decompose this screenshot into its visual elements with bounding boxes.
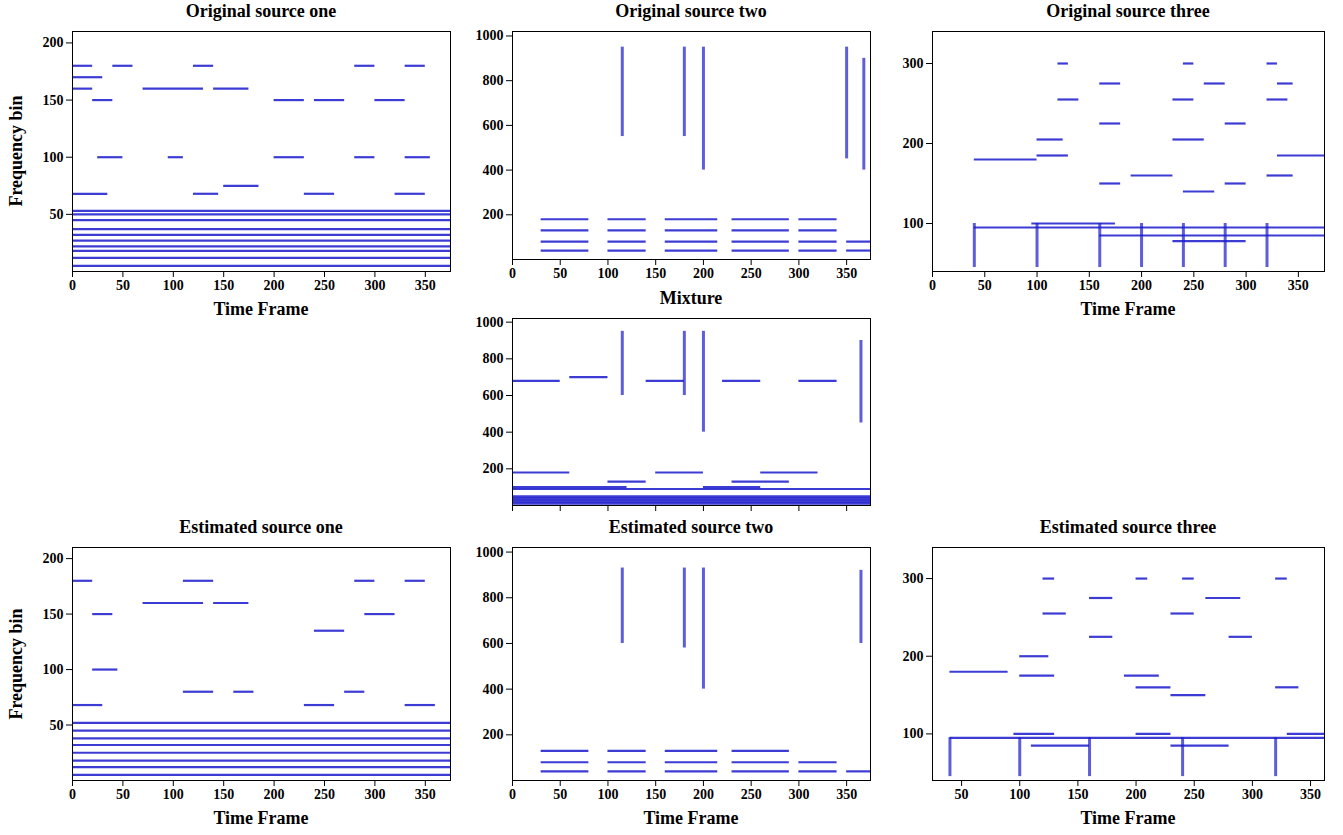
svg-text:0: 0 <box>509 266 516 281</box>
html-text:Mixture: Mixture <box>659 288 723 308</box>
html-text:Original source three: Original source three <box>1046 1 1210 21</box>
svg-text:0: 0 <box>929 278 936 293</box>
svg-text:100: 100 <box>597 266 618 281</box>
html-text:Time Frame: Time Frame <box>643 808 739 828</box>
svg-text:1000: 1000 <box>476 545 504 560</box>
html-text:Time Frame: Time Frame <box>213 299 309 319</box>
html-text:Estimated source one: Estimated source one <box>179 517 343 537</box>
svg-text:150: 150 <box>213 787 234 802</box>
svg-text:300: 300 <box>903 571 924 586</box>
svg-text:300: 300 <box>364 787 385 802</box>
svg-text:0: 0 <box>69 278 76 293</box>
svg-text:50: 50 <box>955 787 969 802</box>
svg-text:200: 200 <box>43 35 64 50</box>
svg-text:400: 400 <box>483 682 504 697</box>
svg-text:300: 300 <box>1242 787 1263 802</box>
svg-text:100: 100 <box>903 726 924 741</box>
html-text:Original source two: Original source two <box>615 1 767 21</box>
svg-text:50: 50 <box>553 266 567 281</box>
svg-text:250: 250 <box>314 278 335 293</box>
svg-text:200: 200 <box>483 727 504 742</box>
svg-text:200: 200 <box>43 551 64 566</box>
html-text:Time Frame: Time Frame <box>1080 808 1176 828</box>
svg-text:50: 50 <box>50 207 64 222</box>
svg-text:200: 200 <box>693 787 714 802</box>
svg-text:150: 150 <box>43 607 64 622</box>
svg-text:800: 800 <box>483 351 504 366</box>
svg-text:400: 400 <box>483 163 504 178</box>
svg-text:300: 300 <box>364 278 385 293</box>
svg-text:150: 150 <box>43 93 64 108</box>
svg-text:200: 200 <box>903 649 924 664</box>
svg-text:50: 50 <box>50 718 64 733</box>
svg-text:800: 800 <box>483 590 504 605</box>
svg-text:800: 800 <box>483 73 504 88</box>
svg-text:50: 50 <box>116 278 130 293</box>
svg-text:400: 400 <box>483 425 504 440</box>
html-text:Estimated source three: Estimated source three <box>1039 517 1217 537</box>
svg-text:200: 200 <box>693 266 714 281</box>
svg-text:300: 300 <box>903 56 924 71</box>
svg-text:600: 600 <box>483 636 504 651</box>
svg-text:250: 250 <box>1183 278 1204 293</box>
svg-text:100: 100 <box>163 787 184 802</box>
svg-text:600: 600 <box>483 388 504 403</box>
svg-text:250: 250 <box>741 787 762 802</box>
svg-text:300: 300 <box>1236 278 1257 293</box>
svg-text:1000: 1000 <box>476 315 504 330</box>
html-text:Frequency bin: Frequency bin <box>6 95 26 207</box>
svg-text:100: 100 <box>43 662 64 677</box>
svg-text:200: 200 <box>264 787 285 802</box>
svg-text:0: 0 <box>69 787 76 802</box>
svg-text:350: 350 <box>836 266 857 281</box>
html-text:Frequency bin: Frequency bin <box>6 607 26 720</box>
svg-text:200: 200 <box>483 461 504 476</box>
svg-text:150: 150 <box>645 266 666 281</box>
svg-text:150: 150 <box>645 787 666 802</box>
svg-text:350: 350 <box>1288 278 1309 293</box>
svg-text:150: 150 <box>1067 787 1088 802</box>
svg-text:0: 0 <box>509 787 516 802</box>
svg-text:150: 150 <box>213 278 234 293</box>
svg-text:100: 100 <box>903 216 924 231</box>
html-text:Time Frame: Time Frame <box>1080 299 1176 319</box>
html-text:Time Frame: Time Frame <box>213 808 309 828</box>
svg-text:200: 200 <box>903 136 924 151</box>
svg-text:50: 50 <box>978 278 992 293</box>
svg-text:600: 600 <box>483 118 504 133</box>
svg-text:200: 200 <box>1131 278 1152 293</box>
svg-text:300: 300 <box>788 266 809 281</box>
svg-text:50: 50 <box>116 787 130 802</box>
svg-text:100: 100 <box>163 278 184 293</box>
svg-text:150: 150 <box>1079 278 1100 293</box>
svg-text:1000: 1000 <box>476 28 504 43</box>
svg-text:250: 250 <box>314 787 335 802</box>
svg-text:350: 350 <box>836 787 857 802</box>
svg-text:350: 350 <box>415 787 436 802</box>
svg-text:50: 50 <box>553 787 567 802</box>
svg-text:350: 350 <box>1300 787 1321 802</box>
svg-text:100: 100 <box>1027 278 1048 293</box>
html-text:Estimated source two: Estimated source two <box>608 517 774 537</box>
svg-text:100: 100 <box>597 787 618 802</box>
svg-text:350: 350 <box>415 278 436 293</box>
svg-text:200: 200 <box>1126 787 1147 802</box>
svg-text:100: 100 <box>43 150 64 165</box>
html-text:Original source one: Original source one <box>185 1 337 21</box>
svg-text:200: 200 <box>483 207 504 222</box>
svg-text:250: 250 <box>1184 787 1205 802</box>
svg-text:100: 100 <box>1009 787 1030 802</box>
svg-text:300: 300 <box>788 787 809 802</box>
svg-text:250: 250 <box>741 266 762 281</box>
svg-text:200: 200 <box>264 278 285 293</box>
